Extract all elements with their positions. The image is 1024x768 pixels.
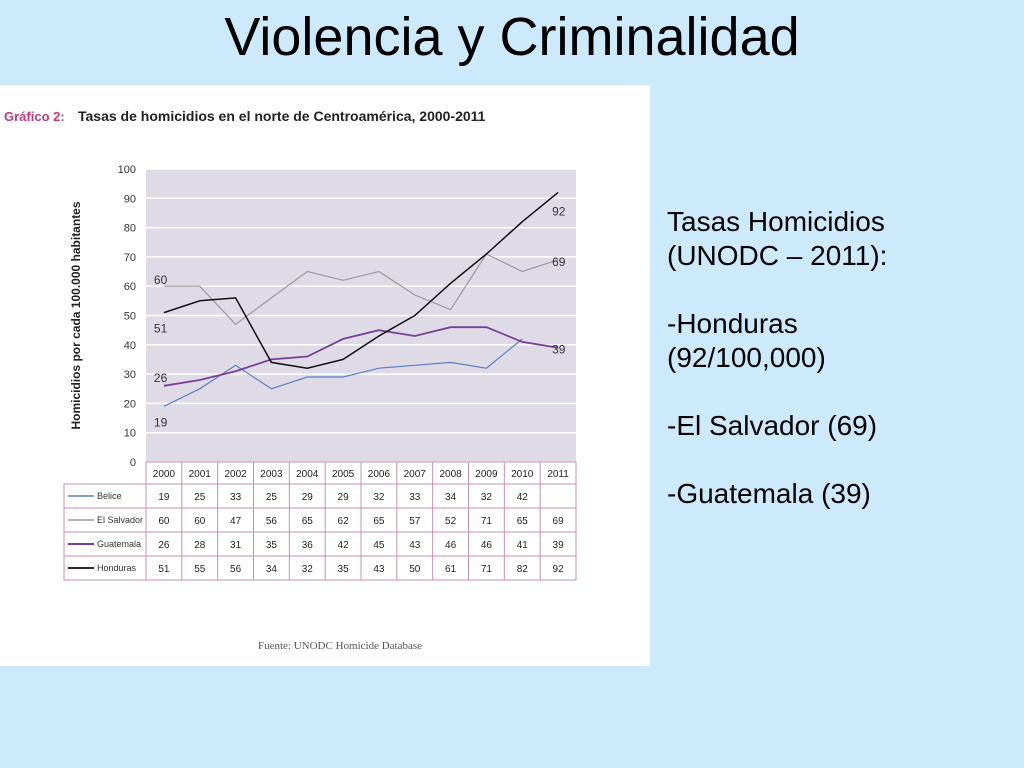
table-cell-value: 52 [445,516,457,527]
notes-text: Tasas Homicidios (UNODC – 2011): -Hondur… [667,205,1012,511]
table-cell-value: 35 [266,540,278,551]
legend-label: Guatemala [97,539,141,549]
y-tick-label: 10 [124,428,136,440]
table-cell-value: 47 [230,516,242,527]
data-label-guatemala-start: 26 [154,371,168,385]
table-cell-value: 62 [338,516,350,527]
chart-figure: Gráfico 2: Tasas de homicidios en el nort… [0,85,650,666]
notes-el-salvador: -El Salvador (69) [667,410,878,441]
table-cell-value: 28 [194,540,206,551]
table-cell-value: 71 [481,564,493,575]
table-cell-value: 60 [194,516,206,527]
series-line-honduras [163,191,559,369]
notes-honduras-line2: (92/100,000) [667,342,826,373]
figure-label: Gráfico 2: [4,109,65,124]
data-label-el-salvador-start: 60 [154,273,168,287]
table-cell-value: 46 [445,540,457,551]
table-cell-value: 71 [481,516,493,527]
table-cell-value: 32 [373,492,385,503]
table-cell-value: 34 [266,564,278,575]
table-cell-value: 46 [481,540,493,551]
table-cell-value: 69 [553,516,565,527]
table-cell-value: 43 [373,564,385,575]
x-tick-label: 2006 [368,469,391,480]
legend-label: Belice [97,491,122,501]
table-cell-value: 42 [517,492,529,503]
x-tick-label: 2008 [439,469,462,480]
x-tick-label: 2000 [153,469,176,480]
table-cell-value: 33 [409,492,421,503]
y-tick-label: 20 [124,398,136,410]
x-tick-label: 2004 [296,469,319,480]
table-cell-value: 60 [158,516,170,527]
x-tick-label: 2007 [404,469,427,480]
table-cell-value: 56 [266,516,278,527]
chart-title: Tasas de homicidios en el norte de Centr… [78,108,486,124]
table-cell-value: 34 [445,492,457,503]
table-cell-value: 65 [517,516,529,527]
table-cell-value: 26 [158,540,170,551]
table-cell-value: 82 [517,564,529,575]
table-cell-value: 42 [338,540,350,551]
table-cell-value: 57 [409,516,421,527]
table-cell-value: 32 [481,492,493,503]
data-label-el-salvador-end: 69 [552,255,566,269]
notes-guatemala: -Guatemala (39) [667,478,871,509]
table-cell-value: 29 [338,492,350,503]
x-tick-label: 2010 [511,469,534,480]
table-cell-value: 50 [409,564,421,575]
slide-title: Violencia y Criminalidad [224,7,800,67]
table-cell-value: 61 [445,564,457,575]
notes-heading-line2: (UNODC – 2011): [667,240,888,271]
y-tick-label: 80 [124,223,136,235]
table-cell-value: 25 [266,492,278,503]
y-tick-label: 40 [124,340,136,352]
table-cell-value: 25 [194,492,206,503]
y-tick-label: 100 [118,164,136,176]
y-tick-label: 90 [124,193,136,205]
table-cell-value: 36 [302,540,314,551]
table-cell-value: 33 [230,492,242,503]
data-label-guatemala-end: 39 [552,343,566,357]
y-tick-label: 60 [124,281,136,293]
table-cell-value: 43 [409,540,421,551]
table-cell-value: 35 [338,564,350,575]
table-cell-value: 51 [158,564,170,575]
table-cell-value: 39 [553,540,565,551]
x-tick-label: 2011 [547,469,569,480]
y-tick-label: 70 [124,252,136,264]
chart-source: Fuente: UNODC Homicide Database [258,640,422,652]
table-cell-value: 55 [194,564,206,575]
legend-label: El Salvador [97,515,143,525]
notes-heading-line1: Tasas Homicidios [667,206,885,237]
chart-canvas: Gráfico 2: Tasas de homicidios en el nort… [4,108,577,652]
table-cell-value: 56 [230,564,242,575]
table-cell-value: 32 [302,564,314,575]
table-cell-value: 65 [373,516,385,527]
x-tick-label: 2005 [332,469,355,480]
legend-label: Honduras [97,563,137,573]
y-axis-label: Homicidios por cada 100.000 habitantes [69,201,83,429]
x-tick-label: 2003 [260,469,283,480]
table-cell-value: 41 [517,540,529,551]
series-line-guatemala [163,326,559,387]
data-label-honduras-end: 92 [552,204,566,218]
data-label-belice-start: 19 [154,415,168,429]
series-line-belice [163,338,523,407]
y-tick-label: 50 [124,311,136,323]
table-cell-value: 19 [158,492,170,503]
table-cell-value: 92 [553,564,565,575]
table-cell-value: 65 [302,516,314,527]
x-tick-label: 2002 [224,469,247,480]
x-tick-label: 2001 [189,469,212,480]
y-tick-label: 30 [124,369,136,381]
table-cell-value: 29 [302,492,314,503]
series-line-el-salvador [163,253,559,326]
notes-honduras-line1: -Honduras [667,308,798,339]
y-tick-label: 0 [130,457,136,469]
data-label-honduras-start: 51 [154,322,168,336]
table-cell-value: 45 [373,540,385,551]
x-tick-label: 2009 [475,469,498,480]
table-cell-value: 31 [230,540,242,551]
